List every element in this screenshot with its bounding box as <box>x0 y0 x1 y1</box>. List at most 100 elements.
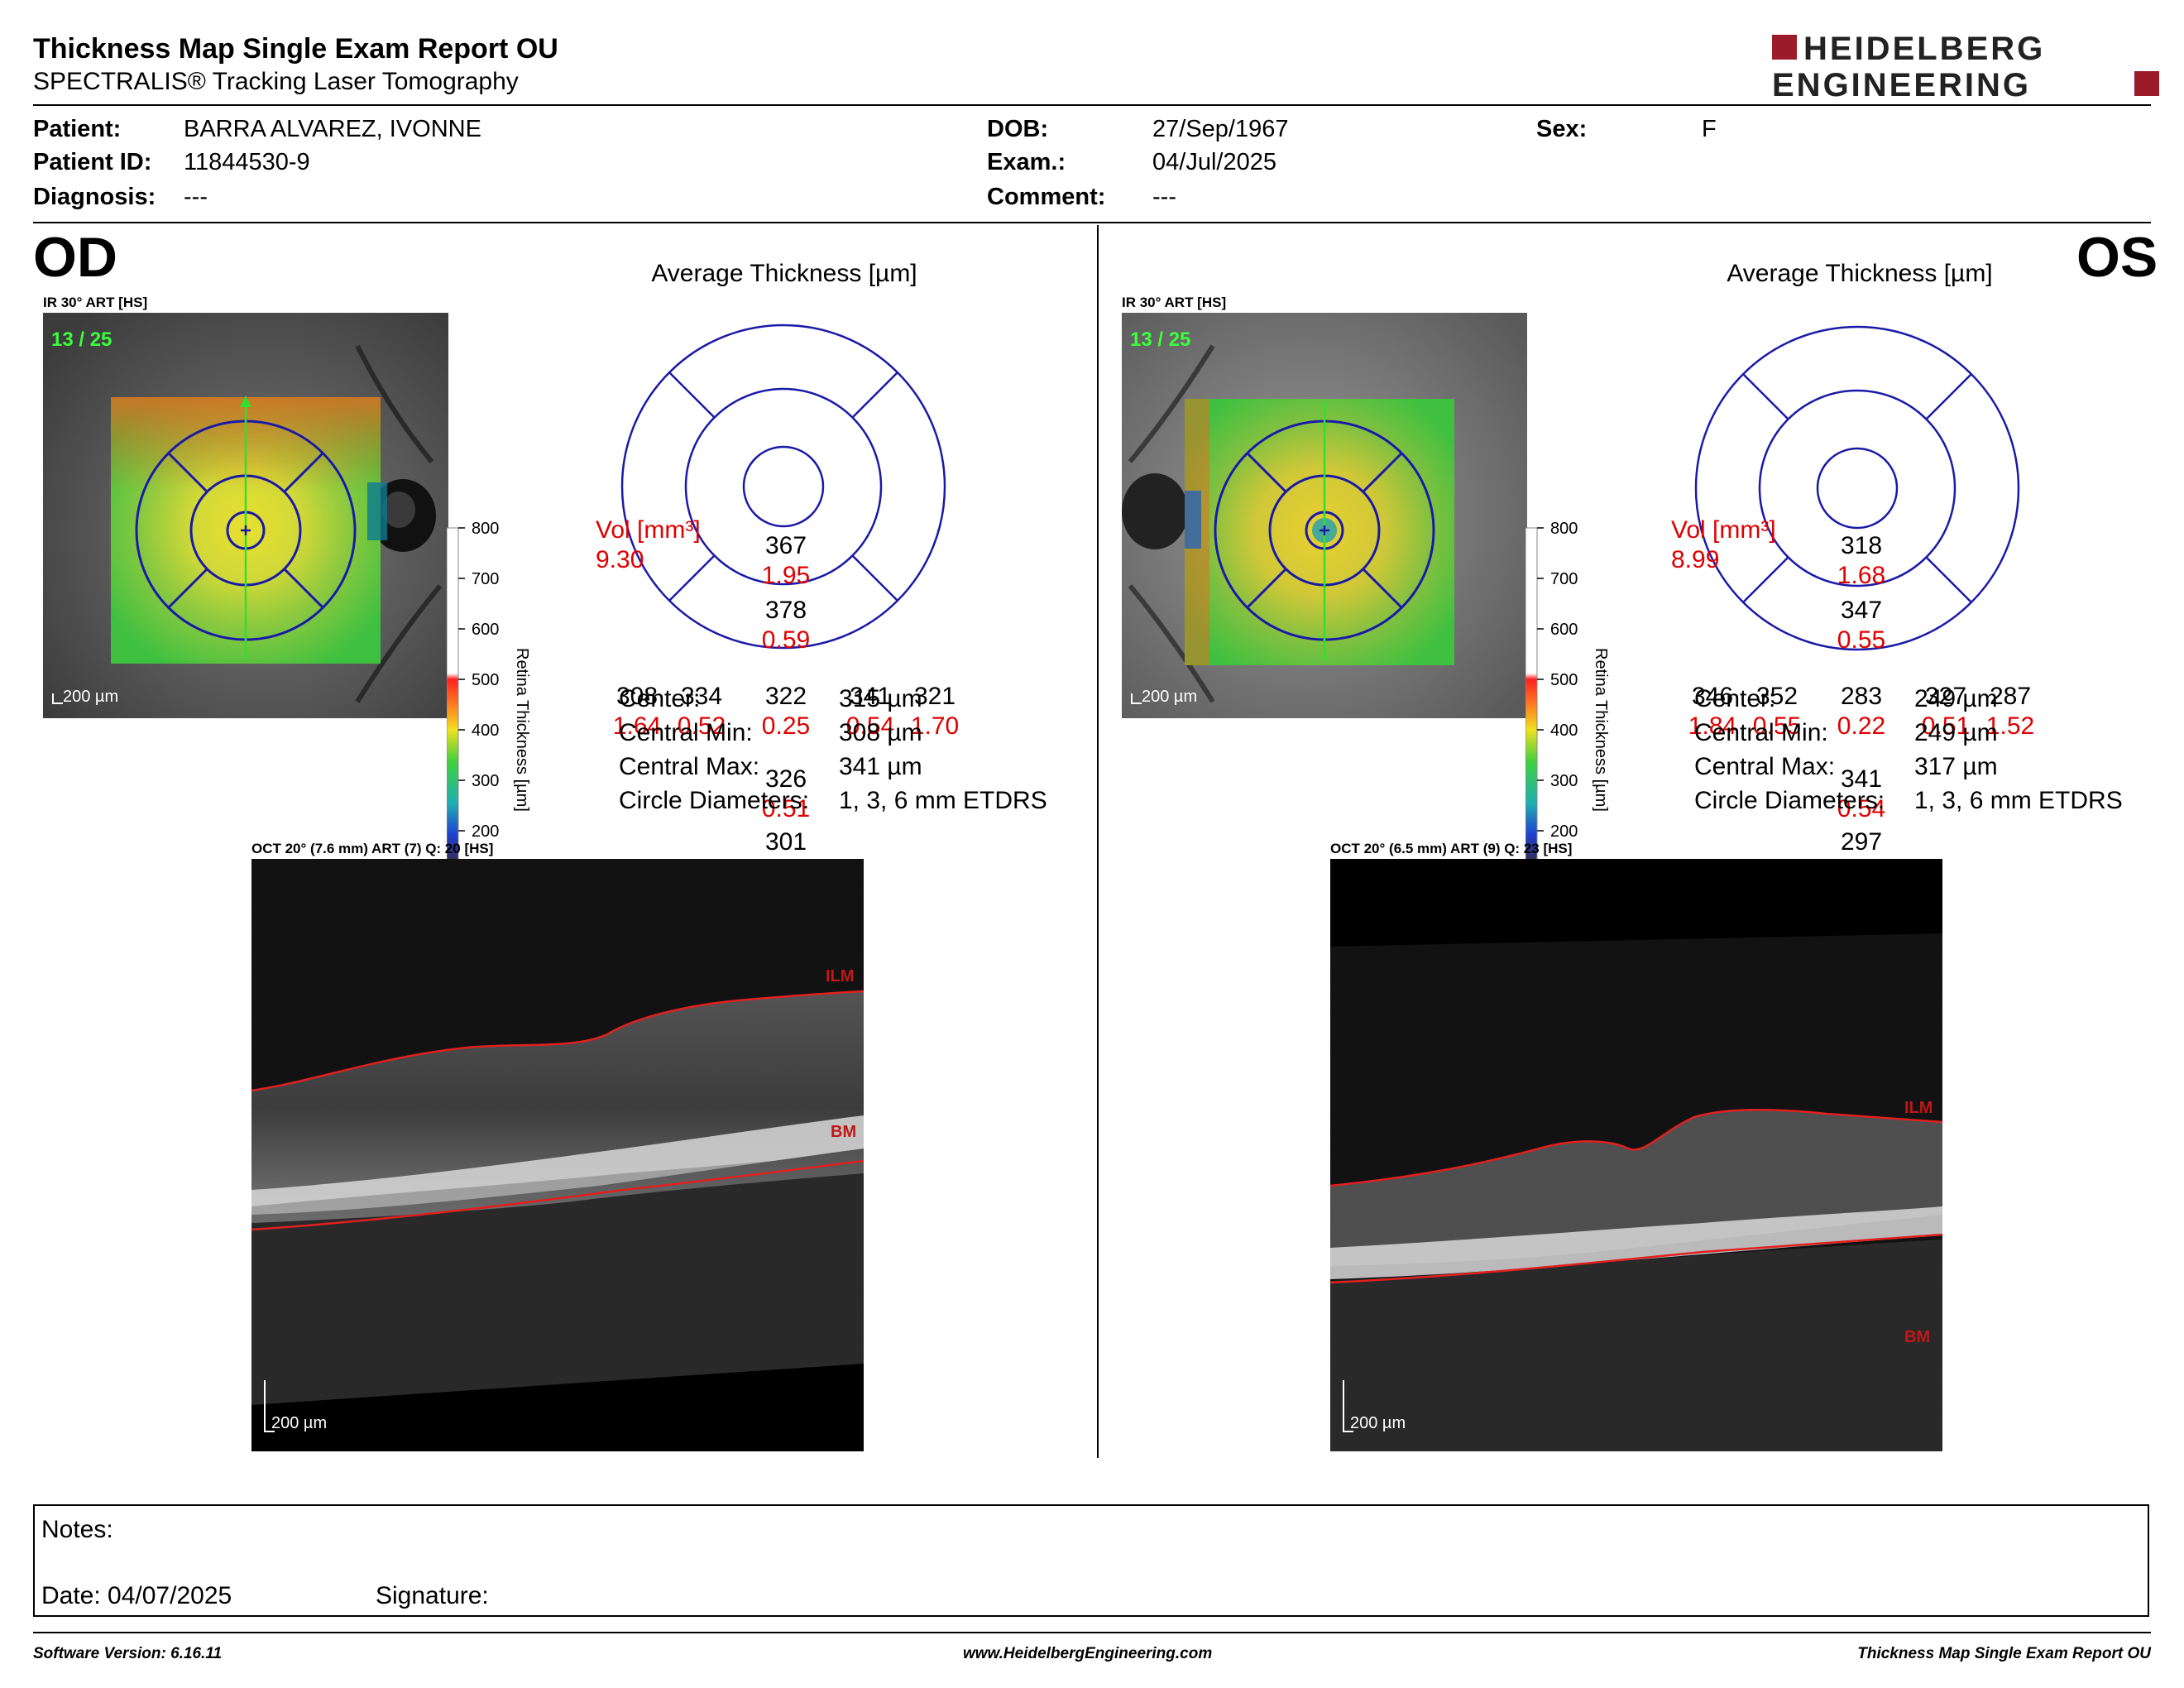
od-bm-label: BM <box>831 1123 856 1141</box>
os-stat-value: 249 µm <box>1914 719 1998 746</box>
os-colorbar-tick: 700 <box>1550 570 1578 588</box>
od-ir-scale: 200 µm <box>63 688 118 706</box>
os-stat-label: Central Max: <box>1694 753 1836 780</box>
od-ir-caption: IR 30° ART [HS] <box>43 295 148 310</box>
od-colorbar-tick: 200 <box>472 822 499 841</box>
footer-website: www.HeidelbergEngineering.com <box>963 1645 1213 1662</box>
os-stat-label: Center: <box>1694 685 1776 712</box>
os-sector-volume: 1.68 <box>1837 562 1886 589</box>
od-sector-thickness: 378 <box>764 597 807 624</box>
od-oct-bscan: ILM BM 200 µm <box>251 859 864 1451</box>
od-vol-value: 9.30 <box>596 546 644 573</box>
od-stat-value: 308 µm <box>839 719 922 746</box>
os-sector-outer-left: 346 1.84 <box>1671 682 1754 741</box>
od-oct-caption: OCT 20° (7.6 mm) ART (7) Q: 20 [HS] <box>251 841 494 856</box>
od-sector-thickness: 301 <box>764 828 807 856</box>
os-sector-volume: 0.54 <box>1837 795 1886 822</box>
os-bm-label: BM <box>1904 1328 1930 1346</box>
os-colorbar-label: Retina Thickness [µm] <box>1592 648 1610 812</box>
od-sector-outer-left: 308 1.64 <box>596 682 678 741</box>
patient-id: 11844530-9 <box>184 149 310 175</box>
od-sector-thickness: 341 <box>849 683 892 710</box>
od-sector-thickness: 321 <box>913 683 956 710</box>
date-label: Date: 04/07/2025 <box>41 1582 232 1609</box>
os-sector-thickness: 347 <box>1840 597 1883 624</box>
heidelberg-logo: HEIDELBERG ENGINEERING <box>1772 31 2159 101</box>
od-sector-volume: 0.51 <box>761 795 811 822</box>
od-etdrs-grid <box>620 324 946 650</box>
exam-label: Exam.: <box>987 149 1066 175</box>
os-ilm-label: ILM <box>1904 1099 1933 1117</box>
od-stat-value: 1, 3, 6 mm ETDRS <box>839 787 1047 814</box>
od-colorbar-tick: 800 <box>472 520 499 538</box>
os-sector-volume: 0.51 <box>1921 712 1971 740</box>
od-stat-label: Central Min: <box>619 719 753 746</box>
os-colorbar-tick: 500 <box>1550 671 1578 689</box>
patient-label: Patient: <box>33 116 122 142</box>
os-avg-title: Average Thickness [µm] <box>1727 260 1993 287</box>
report-subtitle: SPECTRALIS® Tracking Laser Tomography <box>33 68 519 95</box>
od-sector-inner-inf: 326 0.51 <box>745 765 827 824</box>
os-sector-volume: 0.55 <box>1752 712 1802 740</box>
os-sector-outer-right: 287 1.52 <box>1969 682 2052 741</box>
exam-date: 04/Jul/2025 <box>1152 149 1276 175</box>
os-oct-scale: 200 µm <box>1350 1414 1406 1432</box>
od-eye-label: OD <box>33 226 117 289</box>
notes-label: Notes: <box>41 1516 113 1543</box>
od-sector-center: 322 0.25 <box>745 682 827 741</box>
os-ir-scale: 200 µm <box>1142 688 1197 706</box>
patient-id-label: Patient ID: <box>33 149 152 175</box>
od-sector-volume: 1.70 <box>910 712 960 740</box>
os-sector-thickness: 346 <box>1691 683 1734 710</box>
os-sector-thickness: 283 <box>1840 683 1883 710</box>
os-sector-inner-right: 327 0.51 <box>1904 682 1987 741</box>
os-colorbar-tick: 300 <box>1550 772 1578 790</box>
od-sector-inner-sup: 378 0.59 <box>745 596 827 655</box>
os-sector-volume: 1.52 <box>1985 712 2035 740</box>
info-rule <box>33 222 2151 223</box>
os-colorbar-tick: 200 <box>1550 822 1578 841</box>
od-colorbar-tick: 500 <box>472 671 499 689</box>
os-stat-value: 249 µm <box>1914 685 1998 712</box>
od-sector-thickness: 326 <box>764 765 807 793</box>
od-colorbar-label: Retina Thickness [µm] <box>513 648 531 812</box>
os-eye-label: OS <box>2076 226 2158 289</box>
od-stat-value: 341 µm <box>839 753 922 780</box>
os-sector-thickness: 297 <box>1840 828 1883 856</box>
os-stat-value: 1, 3, 6 mm ETDRS <box>1914 787 2123 814</box>
os-sector-thickness: 318 <box>1840 532 1883 559</box>
od-avg-title: Average Thickness [µm] <box>651 260 917 287</box>
od-sector-volume: 0.54 <box>845 712 895 740</box>
os-sector-inner-inf: 341 0.54 <box>1820 765 1903 824</box>
od-stat-label: Circle Diameters: <box>619 787 810 814</box>
od-colorbar-tick: 700 <box>472 570 499 588</box>
os-etdrs-grid <box>1694 325 2020 651</box>
dob-value: 27/Sep/1967 <box>1152 116 1289 142</box>
panel-divider <box>1097 225 1099 1458</box>
od-sector-inner-left: 334 0.52 <box>660 682 743 741</box>
logo-line2: ENGINEERING <box>1772 67 2031 101</box>
od-colorbar-tick: 300 <box>472 772 499 790</box>
os-stat-label: Circle Diameters: <box>1694 787 1885 814</box>
od-stat-label: Center: <box>619 685 701 712</box>
footer-rule <box>33 1632 2151 1633</box>
os-oct-caption: OCT 20° (6.5 mm) ART (9) Q: 23 [HS] <box>1330 841 1573 856</box>
os-vol-label: Vol [mm³] <box>1671 516 1776 544</box>
notes-box[interactable]: Notes: Date: 04/07/2025 Signature: <box>33 1504 2149 1617</box>
os-sector-thickness: 352 <box>1755 683 1798 710</box>
os-ir-caption: IR 30° ART [HS] <box>1122 295 1227 310</box>
od-stat-label: Central Max: <box>619 753 760 780</box>
header-rule <box>33 104 2151 106</box>
od-sector-volume: 0.59 <box>761 626 811 654</box>
os-vol-value: 8.99 <box>1671 546 1720 573</box>
sex-value: F <box>1702 116 1717 142</box>
comment-label: Comment: <box>987 184 1106 210</box>
os-sector-inner-left: 352 0.55 <box>1736 682 1818 741</box>
od-sector-volume: 1.64 <box>612 712 662 740</box>
od-sector-volume: 1.95 <box>761 562 811 589</box>
os-sector-outer-sup: 318 1.68 <box>1820 531 1903 591</box>
od-sector-volume: 0.25 <box>761 712 811 740</box>
od-sector-thickness: 367 <box>764 532 807 559</box>
od-sector-volume: 0.52 <box>677 712 726 740</box>
od-colorbar-tick: 400 <box>472 722 499 740</box>
